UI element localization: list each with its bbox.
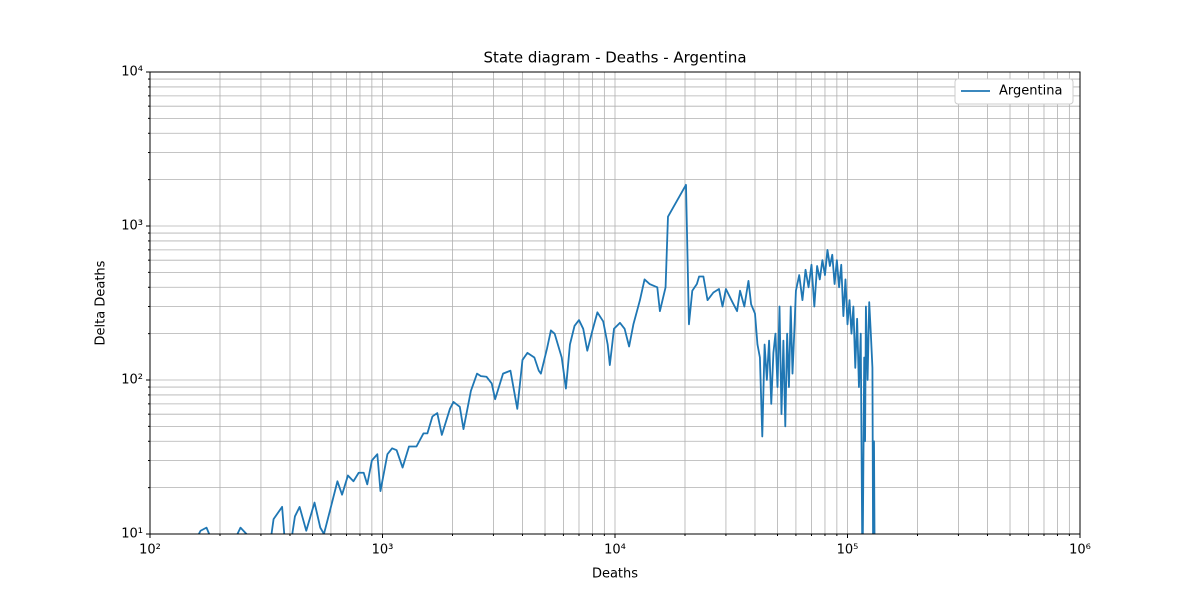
legend-label: Argentina <box>999 84 1062 99</box>
data-line <box>197 183 876 534</box>
x-tick-label: 10² <box>139 543 161 558</box>
y-axis-label: Delta Deaths <box>94 260 109 345</box>
x-tick-label: 10⁵ <box>837 543 859 558</box>
plot-area <box>197 183 876 534</box>
legend: Argentina <box>954 78 1074 105</box>
x-axis-label: Deaths <box>592 567 638 582</box>
y-tick-label: 10² <box>121 373 143 388</box>
chart-title: State diagram - Deaths - Argentina <box>483 49 746 67</box>
x-tick-label: 10⁴ <box>604 543 626 558</box>
x-tick-label: 10³ <box>372 543 394 558</box>
y-tick-label: 10⁴ <box>121 65 143 80</box>
y-tick-label: 10¹ <box>121 527 143 542</box>
x-tick-label: 10⁶ <box>1069 543 1091 558</box>
grid <box>149 71 1081 535</box>
legend-box <box>954 78 1074 105</box>
y-tick-label: 10³ <box>121 219 143 234</box>
